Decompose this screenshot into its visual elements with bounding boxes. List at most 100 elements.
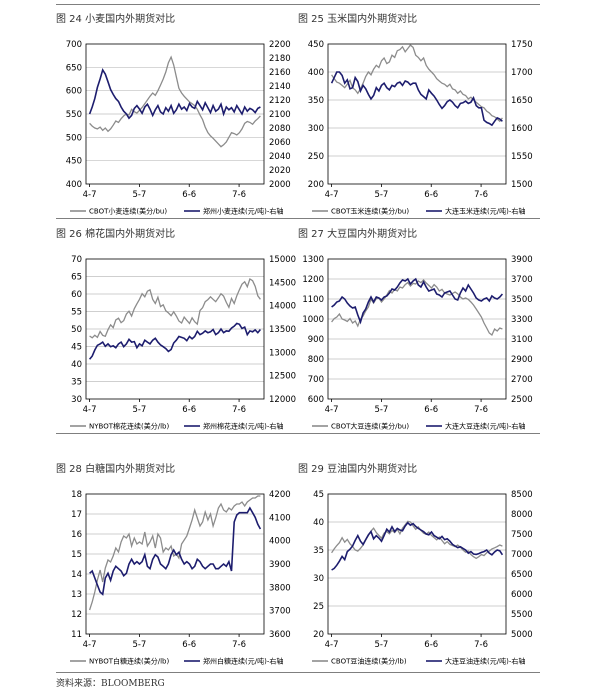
chart-svg: 700 650 600 550 500 450 400 2200 2180 2160 2140 212… xyxy=(66,40,291,216)
legend-label: CBOT大豆连续(美分/bu) xyxy=(331,422,409,431)
bottom-rule xyxy=(56,672,540,673)
x-tick-label: 7-6 xyxy=(474,405,488,415)
x-tick-label: 4-7 xyxy=(83,640,97,650)
y2-tick-label: 8000 xyxy=(511,510,533,520)
chart-title: 图 24 小麦国内外期货对比 xyxy=(56,14,176,25)
series-line-cbot xyxy=(331,279,503,337)
y-tick-label: 600 xyxy=(308,395,324,405)
y-tick-label: 70 xyxy=(71,255,82,265)
row-rule xyxy=(56,433,540,434)
y2-tick-label: 5000 xyxy=(511,630,533,640)
y-tick-label: 25 xyxy=(313,602,324,612)
legend-label: 大连大豆连续(元/吨)-右轴 xyxy=(445,422,525,431)
y-tick-label: 35 xyxy=(313,546,324,556)
y2-tick-label: 2100 xyxy=(269,110,291,120)
y2-tick-label: 2060 xyxy=(269,138,291,148)
y2-tick-label: 1700 xyxy=(511,68,533,78)
y-tick-label: 50 xyxy=(71,325,82,335)
plot-frame xyxy=(327,258,507,400)
y2-tick-label: 4100 xyxy=(269,513,291,523)
y2-tick-label: 3800 xyxy=(269,583,291,593)
y-tick-label: 15 xyxy=(71,550,82,560)
chart-panel-cotton: 图 26 棉花国内外期货对比 70 65 60 55 50 45 40 35 30 15000 14… xyxy=(56,225,299,435)
y2-tick-label: 6500 xyxy=(511,570,533,580)
top-rule xyxy=(56,4,540,5)
legend-label: 大连玉米连续(元/吨)-右轴 xyxy=(445,207,525,216)
legend-label: 郑州棉花连续(元/吨)-右轴 xyxy=(203,422,283,431)
y2-tick-label: 4200 xyxy=(269,490,291,500)
x-tick-label: 6-6 xyxy=(182,405,196,415)
y-tick-label: 20 xyxy=(313,630,324,640)
y-tick-label: 200 xyxy=(308,180,324,190)
y2-tick-label: 14000 xyxy=(269,302,296,312)
y-tick-label: 350 xyxy=(308,96,324,106)
y-tick-label: 400 xyxy=(66,180,82,190)
legend-label: NYBOT棉花连续(美分/lb) xyxy=(89,422,169,431)
x-tick-label: 4-7 xyxy=(325,640,339,650)
y-tick-label: 30 xyxy=(71,395,82,405)
chart-title: 图 27 大豆国内外期货对比 xyxy=(298,229,418,240)
y-tick-label: 40 xyxy=(313,518,324,528)
y2-tick-label: 2200 xyxy=(269,40,291,50)
x-tick-label: 7-6 xyxy=(232,640,246,650)
chart-title: 图 26 棉花国内外期货对比 xyxy=(56,229,176,240)
y-tick-label: 14 xyxy=(71,570,82,580)
series-line-cbot xyxy=(331,44,503,123)
series-line-cbot xyxy=(88,495,261,611)
x-tick-label: 6-6 xyxy=(424,640,438,650)
y2-tick-label: 2700 xyxy=(511,375,533,385)
plot-frame xyxy=(85,258,265,400)
x-tick-label: 7-6 xyxy=(232,405,246,415)
y2-tick-label: 3700 xyxy=(269,607,291,617)
y-tick-label: 13 xyxy=(71,590,82,600)
legend-label: NYBOT白糖连续(美分/lb) xyxy=(89,657,169,666)
y2-tick-label: 3900 xyxy=(511,255,533,265)
chart-svg: 70 65 60 55 50 45 40 35 30 15000 14500 14000 13500 13… xyxy=(70,255,296,431)
y2-tick-label: 3900 xyxy=(269,560,291,570)
y-tick-label: 40 xyxy=(71,360,82,370)
x-tick-label: 6-6 xyxy=(424,405,438,415)
y2-tick-label: 2160 xyxy=(269,68,291,78)
x-tick-label: 6-6 xyxy=(182,190,196,200)
y-tick-label: 18 xyxy=(71,490,82,500)
series-line-local xyxy=(330,71,503,127)
y2-tick-label: 1550 xyxy=(511,152,533,162)
y2-tick-label: 2080 xyxy=(269,124,291,134)
y2-tick-label: 2000 xyxy=(269,180,291,190)
legend-label: 郑州白糖连续(元/吨)-右轴 xyxy=(203,657,283,666)
x-tick-label: 7-6 xyxy=(232,190,246,200)
y2-tick-label: 2020 xyxy=(269,166,291,176)
chart-panel-sugar: 图 28 白糖国内外期货对比 18 17 16 15 14 13 12 11 4200 4100 4… xyxy=(56,460,299,670)
y2-tick-label: 7500 xyxy=(511,530,533,540)
y-tick-label: 35 xyxy=(71,378,82,388)
source-note: 资料来源：BLOOMBERG xyxy=(56,679,165,689)
y-tick-label: 65 xyxy=(71,273,82,283)
y-tick-label: 600 xyxy=(66,87,82,97)
legend-label: 大连豆油连续(元/吨)-右轴 xyxy=(445,657,525,666)
series-line-local xyxy=(88,322,262,360)
y-tick-label: 300 xyxy=(308,124,324,134)
chart-panel-corn: 图 25 玉米国内外期货对比 450 400 350 300 250 200 1750 170… xyxy=(298,10,541,220)
y2-tick-label: 15000 xyxy=(269,255,296,265)
x-tick-label: 5-7 xyxy=(374,640,388,650)
y2-tick-label: 3700 xyxy=(511,275,533,285)
y2-tick-label: 3500 xyxy=(511,295,533,305)
legend-label: CBOT豆油连续(美分/lb) xyxy=(331,657,407,666)
chart-svg: 45 40 35 30 25 20 8500 8000 7500 7000 6500 6000 5500… xyxy=(312,490,533,666)
y2-tick-label: 2140 xyxy=(269,82,291,92)
y2-tick-label: 2500 xyxy=(511,395,533,405)
y2-tick-label: 1600 xyxy=(511,124,533,134)
legend-label: CBOT小麦连续(美分/bu) xyxy=(89,207,167,216)
y-tick-label: 650 xyxy=(66,63,82,73)
x-tick-label: 5-7 xyxy=(374,190,388,200)
x-tick-label: 7-6 xyxy=(474,190,488,200)
chart-title: 图 25 玉米国内外期货对比 xyxy=(298,14,418,25)
series-line-cbot xyxy=(89,278,261,339)
series-line-local xyxy=(89,506,262,596)
series-line-local xyxy=(88,67,261,120)
y-tick-label: 16 xyxy=(71,530,82,540)
y2-tick-label: 2040 xyxy=(269,152,291,162)
chart-panel-soybean: 图 27 大豆国内外期货对比 1300 1200 1100 1000 900 800 700… xyxy=(298,225,541,435)
y2-tick-label: 3300 xyxy=(511,315,533,325)
y-tick-label: 250 xyxy=(308,152,324,162)
